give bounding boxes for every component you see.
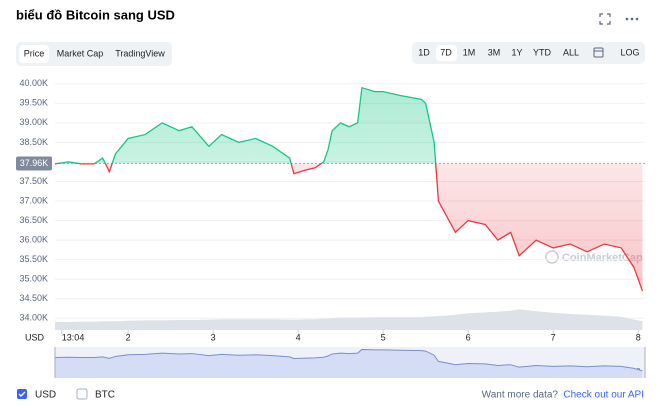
legend-usd: USD xyxy=(35,390,56,401)
y-tick-label: 34.50K xyxy=(19,293,48,303)
y-tick-label: 37.00K xyxy=(19,195,48,205)
y-tick-label: 39.00K xyxy=(19,117,48,127)
expand-icon[interactable] xyxy=(599,13,611,25)
range-button[interactable]: 1D xyxy=(418,47,430,57)
x-tick-label: 5 xyxy=(381,332,386,342)
range-button[interactable]: 3M xyxy=(488,47,501,57)
api-link[interactable]: Check out our API xyxy=(563,390,644,401)
legend-btc: BTC xyxy=(95,390,115,401)
x-tick-label: 7 xyxy=(551,332,556,342)
volume-area xyxy=(55,309,643,330)
y-axis-label: USD xyxy=(25,332,45,342)
y-tick-label: 34.00K xyxy=(19,313,48,323)
area-down xyxy=(55,163,643,291)
x-tick-label: 2 xyxy=(126,332,131,342)
range-button[interactable]: 1Y xyxy=(511,47,522,57)
range-button[interactable]: 1M xyxy=(463,47,476,57)
checkbox-checked[interactable] xyxy=(17,389,27,399)
range-button[interactable]: YTD xyxy=(533,47,552,57)
x-tick-label: 4 xyxy=(296,332,301,342)
tab[interactable]: Market Cap xyxy=(57,48,104,58)
y-tick-label: 40.00K xyxy=(19,78,48,88)
check-mark xyxy=(18,391,26,397)
watermark: CoinMarketCap xyxy=(562,252,643,264)
tab-active xyxy=(19,45,49,63)
tab-group xyxy=(16,42,172,66)
chart-title: biểu đồ Bitcoin sang USD xyxy=(16,7,175,22)
y-tick-label: 38.50K xyxy=(19,137,48,147)
baseline-tag xyxy=(16,156,52,171)
range-button[interactable]: LOG xyxy=(620,47,639,57)
y-tick-label: 39.50K xyxy=(19,98,48,108)
y-tick-label: 37.50K xyxy=(19,176,48,186)
calendar-icon[interactable] xyxy=(593,47,604,58)
line-down xyxy=(54,163,644,292)
x-tick-label: 6 xyxy=(466,332,471,342)
navigator-line xyxy=(54,348,643,372)
watermark-logo xyxy=(545,250,559,264)
y-tick-label: 35.00K xyxy=(19,274,48,284)
y-tick-label: 36.50K xyxy=(19,215,48,225)
line-up xyxy=(54,86,437,164)
tab[interactable]: Price xyxy=(24,48,45,58)
range-button[interactable]: 7D xyxy=(440,47,452,57)
y-tick-label: 35.50K xyxy=(19,254,48,264)
x-tick-label: 3 xyxy=(211,332,216,342)
range-active xyxy=(436,45,457,61)
more-icon[interactable] xyxy=(625,17,639,21)
range-button[interactable]: ALL xyxy=(563,47,579,57)
baseline-label: 37.96K xyxy=(20,158,49,168)
x-tick-label: 8 xyxy=(636,332,641,342)
area-up xyxy=(55,87,643,164)
tab[interactable]: TradingView xyxy=(115,48,165,58)
y-tick-label: 36.00K xyxy=(19,234,48,244)
x-tick-label: 13:04 xyxy=(62,332,85,342)
checkbox[interactable] xyxy=(76,388,88,400)
navigator-area xyxy=(55,349,643,378)
prompt: Want more data? xyxy=(482,390,559,401)
range-group xyxy=(412,42,645,64)
